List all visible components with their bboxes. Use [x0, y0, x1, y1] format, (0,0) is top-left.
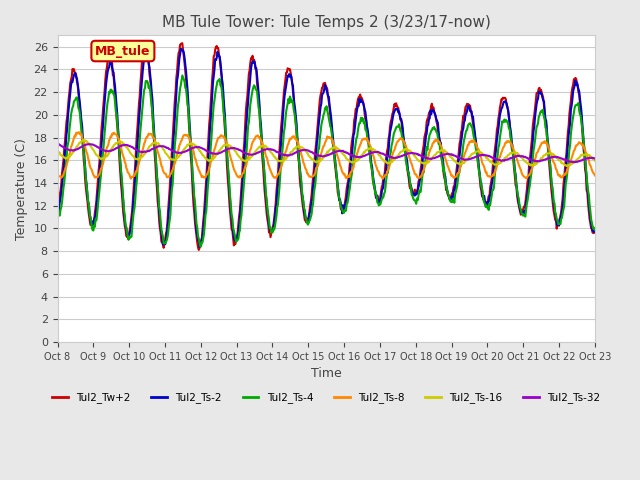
Tul2_Ts-2: [196, 244, 204, 250]
Tul2_Tw+2: [179, 40, 186, 46]
Tul2_Ts-2: [203, 176, 211, 182]
Tul2_Tw+2: [118, 200, 126, 206]
Tul2_Ts-32: [591, 156, 598, 161]
Tul2_Ts-2: [408, 189, 416, 194]
Tul2_Ts-8: [591, 172, 598, 178]
Tul2_Ts-8: [54, 172, 61, 178]
Line: Tul2_Ts-16: Tul2_Ts-16: [58, 140, 595, 166]
Tul2_Ts-4: [63, 145, 71, 151]
Tul2_Ts-16: [54, 147, 61, 153]
Tul2_Ts-4: [179, 72, 186, 78]
Tul2_Ts-2: [63, 126, 71, 132]
Tul2_Ts-2: [393, 107, 401, 112]
Tul2_Tw+2: [54, 205, 61, 211]
Line: Tul2_Ts-2: Tul2_Ts-2: [58, 49, 595, 247]
Tul2_Tw+2: [408, 191, 416, 197]
Tul2_Ts-8: [174, 148, 182, 154]
Tul2_Tw+2: [195, 247, 203, 253]
Tul2_Ts-2: [54, 208, 61, 214]
Tul2_Ts-4: [173, 115, 181, 121]
Text: MB_tule: MB_tule: [95, 45, 150, 58]
Tul2_Ts-8: [408, 164, 416, 169]
Tul2_Ts-2: [177, 46, 185, 52]
Tul2_Ts-2: [173, 77, 181, 83]
Tul2_Tw+2: [393, 103, 401, 108]
Tul2_Ts-2: [591, 228, 598, 234]
Tul2_Ts-4: [118, 185, 126, 191]
Tul2_Ts-32: [392, 155, 399, 161]
Tul2_Ts-4: [203, 198, 211, 204]
Line: Tul2_Tw+2: Tul2_Tw+2: [58, 43, 595, 250]
Tul2_Ts-16: [174, 155, 182, 160]
Title: MB Tule Tower: Tule Temps 2 (3/23/17-now): MB Tule Tower: Tule Temps 2 (3/23/17-now…: [162, 15, 491, 30]
Tul2_Tw+2: [203, 162, 211, 168]
Tul2_Ts-32: [202, 147, 209, 153]
Tul2_Ts-32: [571, 159, 579, 165]
Tul2_Tw+2: [63, 114, 71, 120]
Tul2_Ts-32: [407, 150, 415, 156]
Tul2_Ts-4: [196, 243, 204, 249]
Tul2_Ts-32: [173, 150, 181, 156]
Tul2_Ts-8: [76, 129, 83, 135]
Line: Tul2_Ts-8: Tul2_Ts-8: [58, 132, 595, 179]
Tul2_Ts-16: [392, 155, 400, 160]
Tul2_Ts-4: [54, 213, 61, 219]
Line: Tul2_Ts-32: Tul2_Ts-32: [58, 144, 595, 162]
Tul2_Ts-4: [393, 124, 401, 130]
Tul2_Tw+2: [591, 227, 598, 233]
Tul2_Ts-32: [54, 141, 61, 147]
Line: Tul2_Ts-4: Tul2_Ts-4: [58, 75, 595, 246]
Tul2_Ts-8: [120, 154, 127, 159]
Tul2_Ts-4: [408, 193, 416, 199]
Tul2_Tw+2: [173, 69, 181, 74]
Tul2_Ts-32: [118, 143, 126, 148]
Tul2_Ts-16: [563, 163, 571, 169]
Y-axis label: Temperature (C): Temperature (C): [15, 138, 28, 240]
Tul2_Ts-8: [393, 140, 401, 146]
Tul2_Ts-16: [408, 150, 415, 156]
Tul2_Ts-8: [379, 176, 387, 182]
Tul2_Ts-16: [591, 158, 598, 164]
Tul2_Ts-16: [63, 155, 71, 161]
Tul2_Ts-16: [202, 156, 210, 162]
Tul2_Ts-32: [63, 146, 71, 152]
Tul2_Ts-8: [63, 160, 71, 166]
Tul2_Ts-16: [120, 141, 127, 147]
Tul2_Ts-4: [591, 227, 598, 232]
Tul2_Ts-8: [202, 172, 210, 178]
Legend: Tul2_Tw+2, Tul2_Ts-2, Tul2_Ts-4, Tul2_Ts-8, Tul2_Ts-16, Tul2_Ts-32: Tul2_Tw+2, Tul2_Ts-2, Tul2_Ts-4, Tul2_Ts…: [48, 388, 604, 408]
Tul2_Ts-2: [118, 192, 126, 197]
X-axis label: Time: Time: [311, 367, 342, 380]
Tul2_Ts-16: [80, 137, 88, 143]
